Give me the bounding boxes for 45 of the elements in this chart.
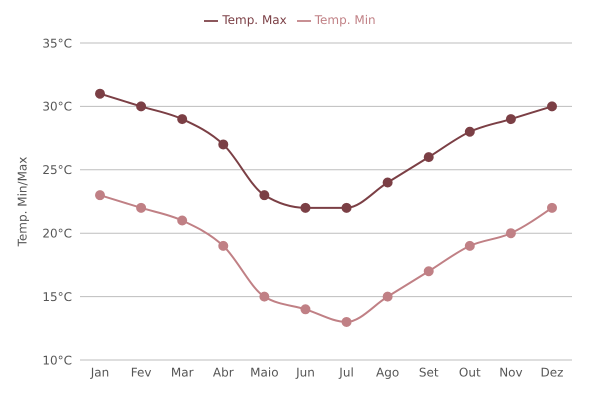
y-tick-label: 20°C xyxy=(42,226,72,240)
point xyxy=(547,202,557,213)
point xyxy=(506,228,516,238)
point xyxy=(259,292,270,302)
point xyxy=(464,240,475,251)
point xyxy=(506,114,516,124)
x-tick-label: Fev xyxy=(130,366,152,380)
x-tick-label: Mar xyxy=(170,366,194,380)
x-tick-label: Set xyxy=(418,366,439,380)
x-tick-label: Jan xyxy=(90,366,110,380)
point xyxy=(177,114,188,124)
point xyxy=(342,202,352,213)
point xyxy=(259,190,270,200)
x-tick-label: Jul xyxy=(338,366,354,380)
y-tick-label: 15°C xyxy=(42,290,72,304)
x-tick-label: Maio xyxy=(250,366,279,380)
point xyxy=(218,240,228,251)
legend-label: Temp. Max xyxy=(222,13,287,27)
point xyxy=(95,190,105,200)
point xyxy=(300,202,310,213)
x-tick-label: Jun xyxy=(295,366,315,380)
point xyxy=(464,126,475,137)
point xyxy=(424,152,434,162)
point xyxy=(218,139,228,150)
x-tick-label: Abr xyxy=(212,366,234,380)
point xyxy=(136,101,146,112)
point xyxy=(424,266,434,276)
x-tick-label: Out xyxy=(458,366,481,380)
point xyxy=(342,316,352,327)
x-tick-label: Nov xyxy=(499,366,523,380)
x-tick-label: Dez xyxy=(540,366,564,380)
y-tick-label: 35°C xyxy=(42,36,72,50)
y-tick-label: 25°C xyxy=(42,163,72,178)
point xyxy=(547,101,557,112)
y-axis-title: Temp. Min/Max xyxy=(15,156,30,248)
point xyxy=(95,88,105,99)
legend-label: Temp. Min xyxy=(314,13,376,27)
point xyxy=(300,304,310,314)
point xyxy=(136,202,146,213)
y-tick-label: 10°C xyxy=(42,353,72,368)
point xyxy=(382,292,393,302)
y-tick-label: 30°C xyxy=(42,100,72,114)
point xyxy=(382,177,393,188)
point xyxy=(177,216,188,226)
x-tick-label: Ago xyxy=(376,366,400,380)
